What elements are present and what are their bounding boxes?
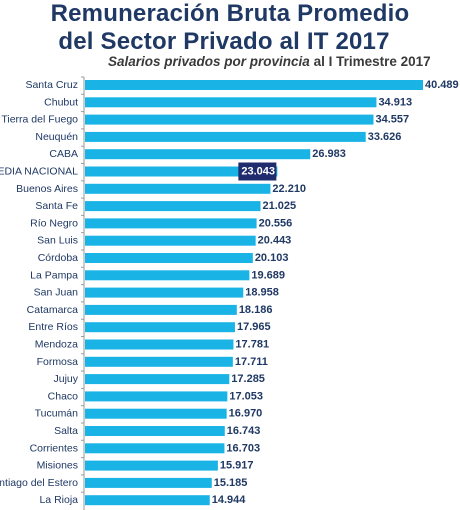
bar — [85, 391, 228, 402]
category-label: CABA — [49, 148, 78, 160]
category-label: Tierra del Fuego — [1, 114, 78, 126]
category-label: Jujuy — [53, 373, 78, 385]
value-label: 16.703 — [226, 442, 260, 454]
value-label: 21.025 — [263, 200, 297, 212]
bar — [85, 408, 227, 419]
category-label: Tucumán — [35, 408, 79, 420]
bar — [85, 495, 210, 506]
bar — [85, 114, 374, 125]
value-label: 34.913 — [378, 96, 412, 108]
subtitle-main: Salarios privados por provincia — [108, 54, 310, 69]
value-label: 40.489 — [425, 79, 459, 91]
bar — [85, 477, 212, 488]
value-label: 23.043 — [241, 166, 275, 178]
bar — [85, 80, 423, 90]
category-label: La Rioja — [39, 494, 78, 506]
value-label: 18.958 — [245, 287, 279, 299]
category-label: San Luis — [37, 235, 78, 247]
bar — [85, 443, 225, 454]
value-label: 14.944 — [212, 494, 247, 506]
bar — [85, 183, 271, 194]
bar — [85, 339, 234, 350]
bar — [85, 201, 261, 212]
chart-title-line-2: del Sector Privado al IT 2017 — [58, 28, 390, 55]
bar — [85, 270, 250, 281]
category-label: Chubut — [44, 96, 78, 108]
value-label: 33.626 — [368, 131, 402, 143]
bar — [85, 460, 218, 471]
value-label: 15.917 — [220, 460, 254, 472]
bar — [85, 218, 257, 229]
category-label: San Juan — [34, 287, 79, 299]
bar — [85, 131, 366, 142]
highlight-value-box — [238, 162, 277, 181]
category-label: Buenos Aires — [16, 183, 78, 195]
category-label: La Pampa — [30, 269, 78, 281]
bar — [85, 149, 311, 160]
category-label: Córdoba — [38, 252, 78, 264]
category-label: MEDIA NACIONAL — [0, 166, 78, 178]
bar — [85, 287, 244, 298]
value-label: 20.556 — [259, 217, 293, 229]
bar — [85, 166, 278, 177]
value-label: 20.103 — [255, 252, 289, 264]
value-label: 34.557 — [375, 114, 409, 126]
category-label: Formosa — [37, 356, 79, 368]
bar — [85, 253, 253, 263]
category-label: Corrientes — [30, 442, 78, 454]
bar — [85, 97, 377, 108]
subtitle-tail: al I Trimestre 2017 — [309, 54, 431, 69]
category-label: Mendoza — [35, 339, 78, 351]
value-label: 26.983 — [312, 148, 346, 160]
category-label: Santa Cruz — [25, 79, 78, 91]
value-label: 17.711 — [235, 356, 268, 368]
category-label: Río Negro — [30, 217, 78, 229]
value-label: 19.689 — [251, 269, 285, 281]
category-label: Santa Fe — [35, 200, 78, 212]
value-label: 18.186 — [239, 304, 273, 316]
value-label: 17.285 — [231, 373, 265, 385]
value-label: 16.970 — [229, 408, 263, 420]
chart-subtitle: Salarios privados por provincia al I Tri… — [108, 54, 431, 69]
value-label: 16.743 — [227, 425, 261, 437]
bar — [85, 235, 256, 246]
bar — [85, 426, 225, 436]
category-label: Entre Ríos — [28, 321, 78, 333]
bar — [85, 304, 237, 315]
bar — [85, 356, 233, 367]
value-label: 15.185 — [214, 477, 248, 489]
chart-title-line-1: Remuneración Bruta Promedio — [50, 0, 410, 27]
category-label: Salta — [54, 425, 78, 437]
value-label: 20.443 — [258, 235, 292, 247]
value-label: 17.053 — [229, 390, 263, 402]
category-label: Catamarca — [27, 304, 79, 316]
category-label: Santiago del Estero — [0, 477, 78, 489]
value-label: 17.781 — [235, 339, 269, 351]
category-label: Misiones — [37, 460, 78, 472]
bar — [85, 374, 230, 385]
bar — [85, 322, 235, 333]
value-label: 22.210 — [272, 183, 306, 195]
category-label: Neuquén — [35, 131, 78, 143]
category-label: Chaco — [48, 390, 79, 402]
value-label: 17.965 — [237, 321, 271, 333]
